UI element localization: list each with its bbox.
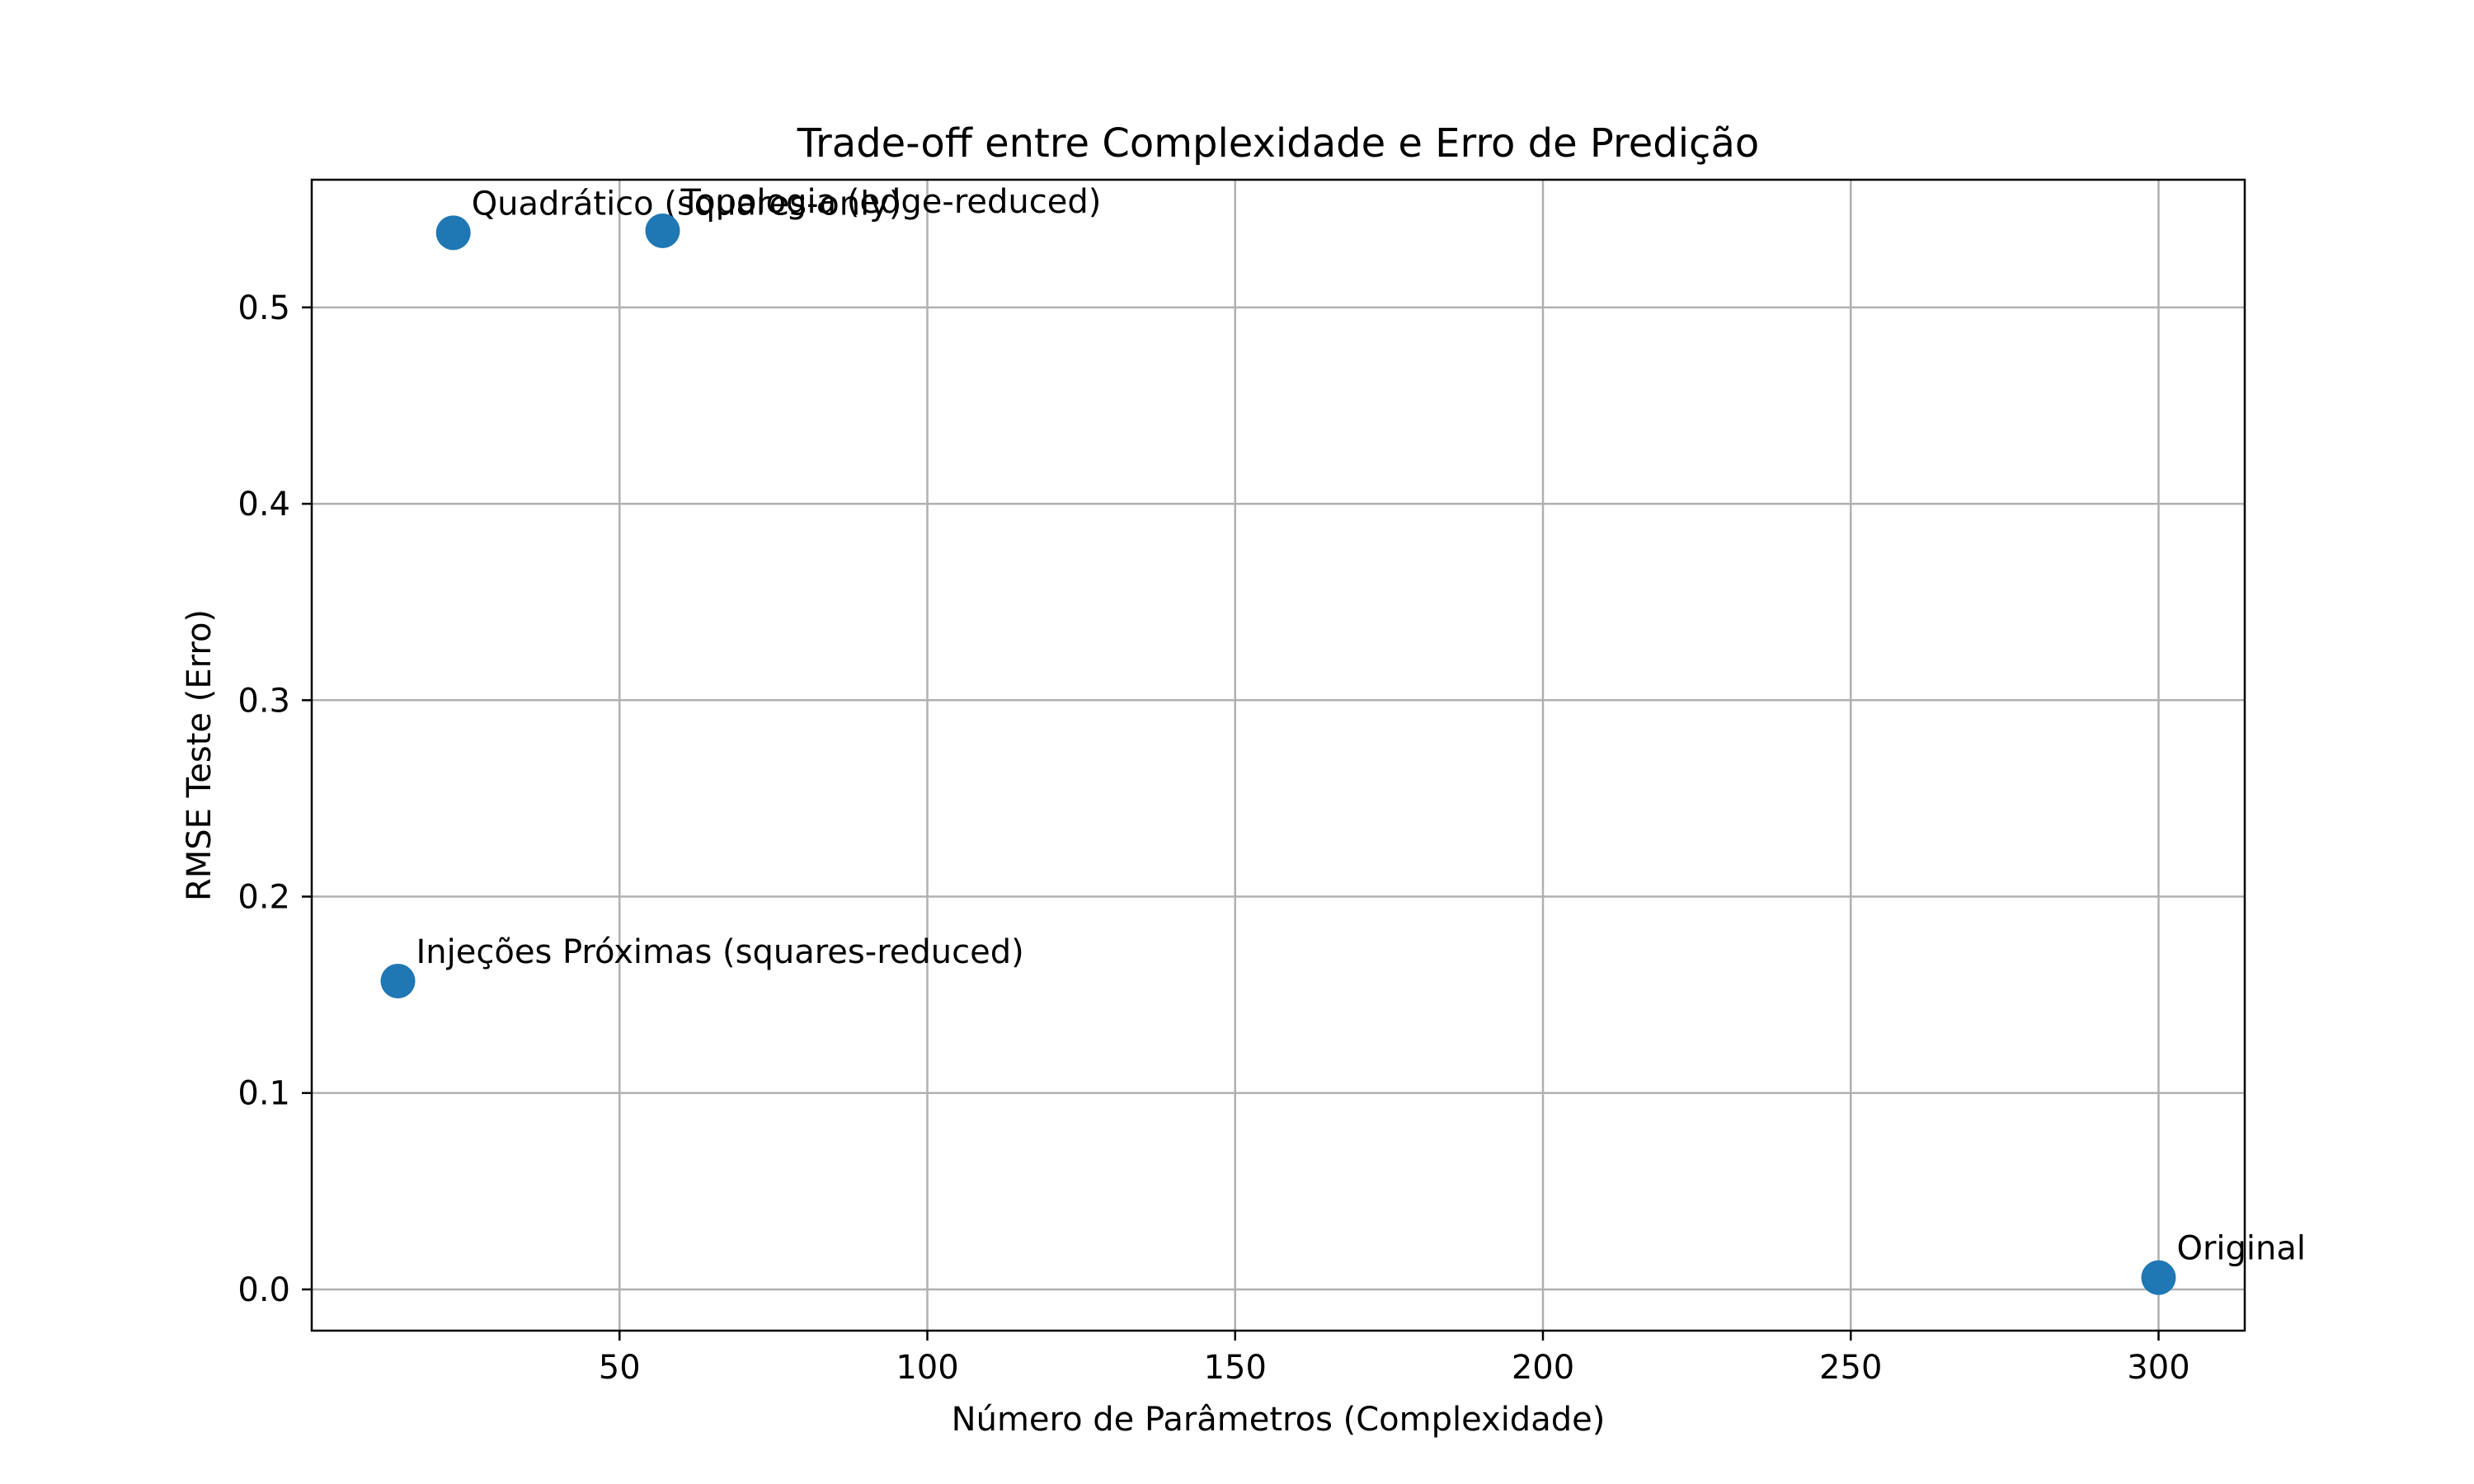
y-tick-label: 0.2	[238, 879, 290, 917]
data-point-label: Topologia (edge-reduced)	[680, 183, 1102, 221]
data-point-label: Quadrático (squares-only)	[472, 185, 902, 223]
x-tick-label: 100	[896, 1349, 958, 1387]
x-tick-label: 250	[1819, 1349, 1882, 1387]
x-tick-label: 150	[1204, 1349, 1267, 1387]
y-tick-label: 0.5	[238, 289, 290, 327]
y-tick-label: 0.0	[238, 1271, 290, 1309]
data-point	[645, 213, 680, 248]
data-point-label: Original	[2176, 1230, 2306, 1268]
x-tick-label: 50	[599, 1349, 641, 1387]
data-point	[435, 215, 471, 251]
y-axis-label: RMSE Teste (Erro)	[181, 609, 219, 901]
x-axis-label: Número de Parâmetros (Complexidade)	[952, 1401, 1606, 1439]
y-tick-label: 0.4	[238, 486, 290, 524]
data-point	[380, 963, 416, 998]
x-tick-label: 200	[1512, 1349, 1574, 1387]
plot-frame	[310, 178, 2246, 1332]
grid-lines	[312, 180, 2245, 1331]
chart-title: Trade-off entre Complexidade e Erro de P…	[797, 120, 1759, 167]
data-points: Quadrático (squares-only)Topologia (edge…	[380, 183, 2306, 1295]
data-point-label: Injeções Próximas (squares-reduced)	[416, 933, 1024, 971]
y-tick-label: 0.1	[238, 1075, 290, 1113]
data-point	[2141, 1260, 2176, 1295]
x-tick-label: 300	[2127, 1349, 2189, 1387]
axis-ticks: 50 100 150 200 250 300 0.0 0.1 0.2 0.3 0.4 0.5	[238, 289, 2189, 1387]
y-tick-label: 0.3	[238, 682, 290, 720]
